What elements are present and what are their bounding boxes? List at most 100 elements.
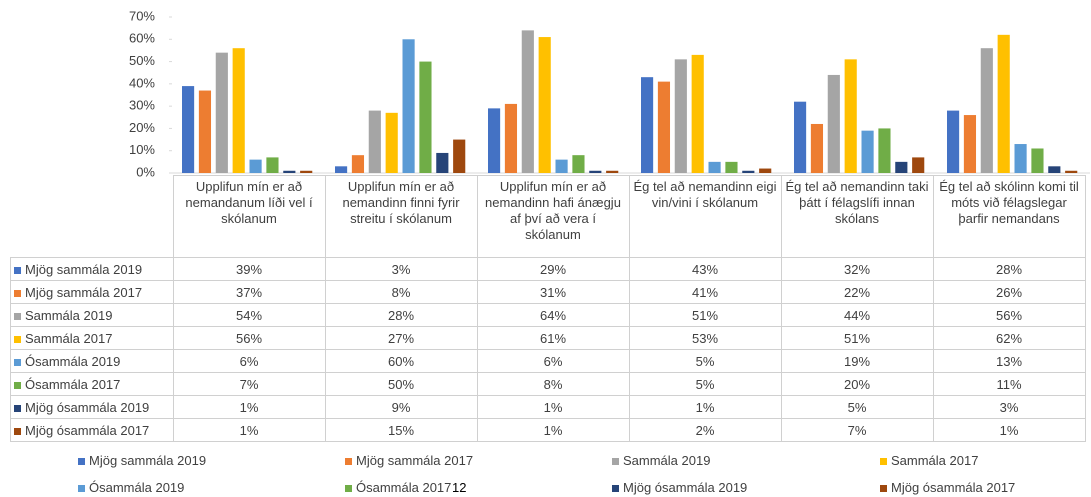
page-number: 12 (452, 480, 467, 495)
table-row: Mjög sammála 2019 39% 3% 29% 43% 32% 28% (10, 257, 1086, 281)
table-value: 8% (324, 280, 478, 304)
table-value: 5% (628, 372, 782, 396)
table-value: 1% (172, 395, 326, 419)
category-label: Upplifun mín er að nemandanum líði vel í… (172, 175, 326, 258)
legend-label: Mjög sammála 2019 (89, 453, 207, 468)
bar (657, 81, 671, 173)
bar (419, 61, 432, 174)
legend-swatch (345, 458, 352, 466)
table-value: 60% (324, 349, 478, 373)
table-value: 51% (780, 326, 934, 350)
chart: 0% 10% 20% 30% 40% 50% 60% 70% (129, 8, 1090, 178)
category-label: Upplifun mín er að nemandinn hafi ánægju… (476, 175, 630, 258)
legend-swatch (78, 485, 85, 493)
bar (368, 110, 381, 173)
bar (232, 48, 245, 174)
table-value: 3% (932, 395, 1086, 419)
bar (1048, 166, 1061, 173)
bar (742, 170, 755, 173)
bar (198, 90, 212, 173)
bar (300, 170, 313, 173)
y-tick-label: 0% (136, 164, 155, 178)
legend-label: Sammála 2017 (891, 453, 979, 468)
table-value: 8% (476, 372, 630, 396)
table-value: 64% (476, 303, 630, 327)
row-label-cell: Mjög sammála 2017 (10, 280, 174, 304)
bar (861, 130, 874, 173)
bar (606, 170, 619, 173)
legend-swatch (14, 312, 21, 320)
bar (895, 161, 908, 173)
table-row: Ósammála 2017 7% 50% 8% 5% 20% 11% (10, 372, 1086, 396)
table-value: 31% (476, 280, 630, 304)
table-value: 22% (780, 280, 934, 304)
legend-label: Ósammála 2019 (89, 480, 185, 495)
table-value: 37% (172, 280, 326, 304)
y-tick-label: 10% (129, 142, 155, 157)
bar (182, 86, 195, 173)
bar (589, 170, 602, 173)
table-row: Mjög sammála 2017 37% 8% 31% 41% 22% 26% (10, 280, 1086, 304)
legend-item: Sammála 2019 (612, 453, 710, 468)
row-label-cell: Mjög ósammála 2017 (10, 418, 174, 442)
bar (351, 155, 365, 173)
legend-swatch (612, 458, 619, 466)
table-value: 3% (324, 257, 478, 281)
table-value: 41% (628, 280, 782, 304)
row-label: Mjög sammála 2019 (25, 261, 143, 277)
legend-item: Mjög ósammála 2019 (612, 480, 747, 495)
bar (759, 168, 772, 173)
table-value: 20% (780, 372, 934, 396)
data-table: Upplifun mín er að nemandanum líði vel í… (10, 175, 1086, 442)
header-row: Upplifun mín er að nemandanum líði vel í… (10, 175, 1086, 258)
y-tick-label: 20% (129, 120, 155, 135)
bar (488, 108, 501, 173)
table-value: 11% (932, 372, 1086, 396)
bar (1014, 144, 1027, 173)
legend-swatch (14, 427, 21, 435)
table-value: 29% (476, 257, 630, 281)
bar (538, 37, 551, 173)
table-value: 15% (324, 418, 478, 442)
bar (997, 34, 1010, 174)
row-label-cell: Mjög sammála 2019 (10, 257, 174, 281)
row-label-cell: Ósammála 2017 (10, 372, 174, 396)
category-label: Upplifun mín er að nemandinn finni fyrir… (324, 175, 478, 258)
bar (283, 170, 296, 173)
table-value: 13% (932, 349, 1086, 373)
category-label: Ég tel að skólinn komi til móts við féla… (932, 175, 1086, 258)
bar (878, 128, 891, 173)
table-value: 1% (476, 395, 630, 419)
legend-swatch (14, 266, 21, 274)
bar (572, 155, 585, 173)
row-label: Mjög ósammála 2019 (25, 399, 150, 415)
legend-label: Mjög ósammála 2019 (623, 480, 748, 495)
legend-swatch (880, 458, 887, 466)
bar (691, 54, 704, 174)
table-row: Ósammála 2019 6% 60% 6% 5% 19% 13% (10, 349, 1086, 373)
legend-swatch (14, 289, 21, 297)
table-value: 50% (324, 372, 478, 396)
legend-swatch (345, 485, 352, 493)
table-value: 56% (932, 303, 1086, 327)
table-value: 7% (780, 418, 934, 442)
legend-label: Mjög ósammála 2017 (891, 480, 1016, 495)
bar (453, 139, 466, 173)
table-value: 5% (780, 395, 934, 419)
row-label: Ósammála 2019 (25, 353, 121, 369)
table-value: 53% (628, 326, 782, 350)
y-tick-label: 60% (129, 31, 155, 46)
bar (249, 159, 262, 173)
row-label: Ósammála 2017 (25, 376, 121, 392)
legend-item: Mjög sammála 2017 (345, 453, 473, 468)
bar (963, 115, 977, 173)
y-tick-label: 70% (129, 8, 155, 23)
table-value: 43% (628, 257, 782, 281)
table-value: 19% (780, 349, 934, 373)
table-value: 9% (324, 395, 478, 419)
bar (555, 159, 568, 173)
bar (385, 112, 398, 173)
bar (1031, 148, 1044, 173)
bar (810, 123, 824, 173)
